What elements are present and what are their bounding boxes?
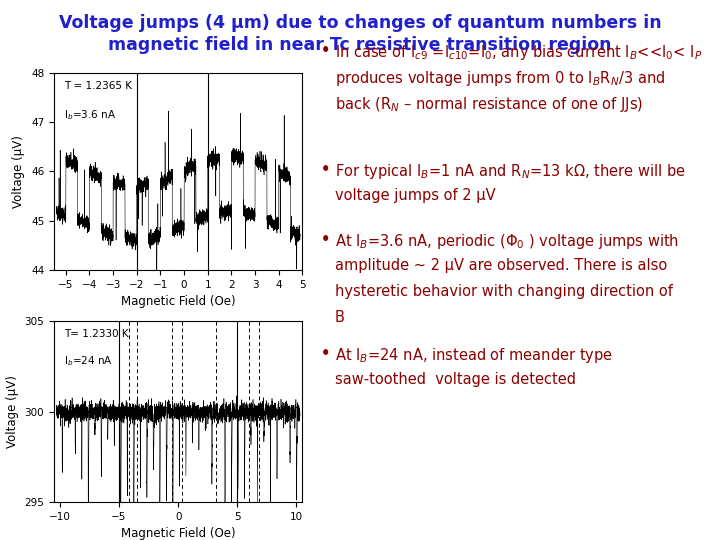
Text: produces voltage jumps from 0 to I$_B$R$_N$/3 and: produces voltage jumps from 0 to I$_B$R$… <box>335 69 665 88</box>
Text: saw-toothed  voltage is detected: saw-toothed voltage is detected <box>335 372 576 387</box>
Text: amplitude ~ 2 µV are observed. There is also: amplitude ~ 2 µV are observed. There is … <box>335 258 667 273</box>
Text: I$_b$=3.6 nA: I$_b$=3.6 nA <box>64 109 116 122</box>
Y-axis label: Voltage (µV): Voltage (µV) <box>12 135 25 208</box>
Text: voltage jumps of 2 µV: voltage jumps of 2 µV <box>335 188 495 203</box>
Y-axis label: Voltage (µV): Voltage (µV) <box>6 375 19 448</box>
Text: •: • <box>320 162 330 177</box>
Text: T = 1.2365 K: T = 1.2365 K <box>64 81 132 91</box>
Text: At I$_B$=3.6 nA, periodic (Φ$_0$ ) voltage jumps with: At I$_B$=3.6 nA, periodic (Φ$_0$ ) volta… <box>335 232 679 251</box>
Text: hysteretic behavior with changing direction of: hysteretic behavior with changing direct… <box>335 284 672 299</box>
Text: At I$_B$=24 nA, instead of meander type: At I$_B$=24 nA, instead of meander type <box>335 346 613 365</box>
Text: T= 1.2330 K: T= 1.2330 K <box>64 328 129 339</box>
Text: In case of I$_{c9}$ =I$_{c10}$=I$_0$, any bias current I$_B$<<I$_0$< I$_P$: In case of I$_{c9}$ =I$_{c10}$=I$_0$, an… <box>335 43 702 62</box>
X-axis label: Magnetic Field (Oe): Magnetic Field (Oe) <box>121 295 235 308</box>
Text: For typical I$_B$=1 nA and R$_N$=13 kΩ, there will be: For typical I$_B$=1 nA and R$_N$=13 kΩ, … <box>335 162 685 181</box>
Text: back (R$_N$ – normal resistance of one of JJs): back (R$_N$ – normal resistance of one o… <box>335 95 643 114</box>
Text: •: • <box>320 346 330 361</box>
Text: B: B <box>335 310 345 325</box>
X-axis label: Magnetic Field (Oe): Magnetic Field (Oe) <box>121 528 235 540</box>
Text: Voltage jumps (4 µm) due to changes of quantum numbers in
magnetic field in near: Voltage jumps (4 µm) due to changes of q… <box>59 14 661 55</box>
Text: •: • <box>320 43 330 58</box>
Text: I$_b$=24 nA: I$_b$=24 nA <box>64 354 113 368</box>
Text: •: • <box>320 232 330 247</box>
